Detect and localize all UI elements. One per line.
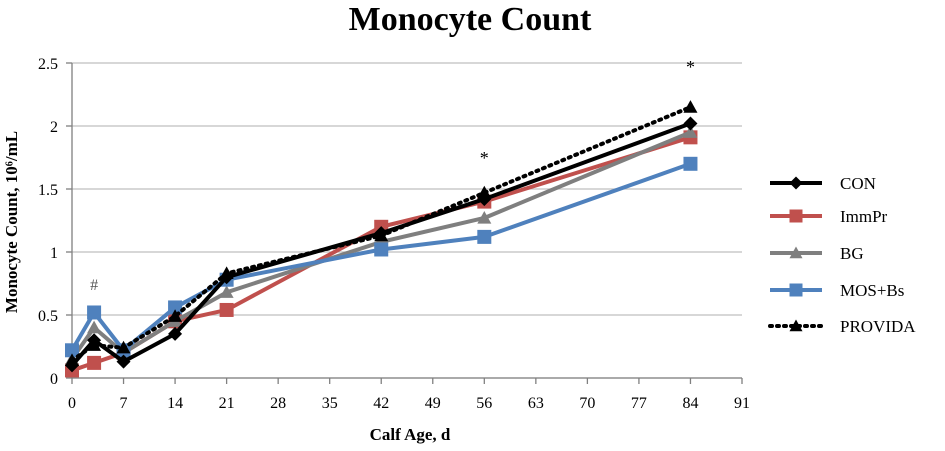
x-tick-label: 7 <box>120 395 128 412</box>
axes: 0 0.5 1 1.5 2 2.5 0 7 14 21 28 35 42 49 56 63 70 77 84 91 <box>38 56 750 412</box>
significance-annotation: * <box>686 57 695 77</box>
legend-item-bg: BG <box>770 244 864 263</box>
legend-marker-provida <box>789 319 803 332</box>
x-tick-label: 28 <box>270 395 286 412</box>
series-line-con <box>70 121 692 367</box>
legend-label-immpr: ImmPr <box>840 207 888 226</box>
x-tick-label: 14 <box>167 395 183 412</box>
x-tick-label: 91 <box>734 395 750 412</box>
y-tick-label: 1 <box>50 245 58 262</box>
series-line-provida <box>70 105 693 363</box>
y-tick-label: 0 <box>50 371 58 388</box>
x-tick-label: 49 <box>425 395 441 412</box>
y-tick-label: 1.5 <box>38 182 58 199</box>
x-tick-label: 0 <box>68 395 76 412</box>
y-tick-label: 0.5 <box>38 308 58 325</box>
data-point-bg <box>477 210 492 224</box>
data-point-bg <box>219 285 234 298</box>
x-tick-label: 63 <box>528 395 544 412</box>
significance-annotation: * <box>480 148 489 168</box>
x-axis-title: Calf Age, d <box>370 425 451 444</box>
legend-item-con: CON <box>770 174 876 193</box>
data-point-mos-bs <box>65 343 79 358</box>
data-point-provida <box>116 340 131 354</box>
data-point-mos-bs <box>374 242 389 257</box>
legend-label-mos-bs: MOS+Bs <box>840 281 904 300</box>
legend-marker-con <box>789 176 803 190</box>
y-axis-title: Monocyte Count, 10⁶/mL <box>2 131 21 313</box>
x-tick-label: 42 <box>373 395 389 412</box>
legend-item-provida: PROVIDA <box>768 317 916 336</box>
data-point-mos-bs <box>87 305 102 320</box>
data-point-provida <box>65 353 79 366</box>
series-group <box>65 100 698 378</box>
x-tick-label: 77 <box>631 395 647 412</box>
x-tick-label: 70 <box>579 395 595 412</box>
data-point-con <box>168 326 183 341</box>
y-tick-label: 2 <box>50 119 58 136</box>
y-tick-label: 2.5 <box>38 56 58 73</box>
legend-marker-mos-bs <box>789 283 803 297</box>
legend-item-immpr: ImmPr <box>770 207 888 226</box>
data-point-provida <box>168 309 183 322</box>
x-tick-label: 56 <box>476 395 492 412</box>
legend: CON ImmPr BG MOS+Bs PROVIDA <box>768 174 916 336</box>
significance-annotation: # <box>90 277 98 294</box>
x-tick-label: 35 <box>322 395 338 412</box>
legend-label-con: CON <box>840 174 876 193</box>
data-point-provida <box>477 185 492 199</box>
legend-marker-bg <box>789 246 803 259</box>
data-point-provida <box>87 338 102 351</box>
data-point-con <box>683 116 698 131</box>
legend-marker-immpr <box>789 209 803 223</box>
annotations: # * * <box>90 57 695 294</box>
data-point-bg <box>87 320 102 334</box>
legend-item-mos-bs: MOS+Bs <box>770 281 904 300</box>
x-tick-label: 84 <box>682 395 698 412</box>
x-tick-label: 21 <box>219 395 235 412</box>
legend-label-provida: PROVIDA <box>840 317 916 336</box>
data-point-provida <box>374 228 389 242</box>
data-point-provida <box>683 100 698 113</box>
data-point-immpr <box>219 302 234 317</box>
data-point-bg <box>683 125 698 138</box>
series-provida <box>65 100 698 366</box>
data-point-mos-bs <box>683 156 698 171</box>
data-point-mos-bs <box>477 229 492 244</box>
data-point-provida <box>219 266 234 280</box>
data-point-immpr <box>87 355 102 370</box>
data-point-con <box>116 354 131 369</box>
legend-label-bg: BG <box>840 244 864 263</box>
data-point-mos-bs <box>168 300 183 315</box>
chart-title: Monocyte Count <box>349 1 592 38</box>
